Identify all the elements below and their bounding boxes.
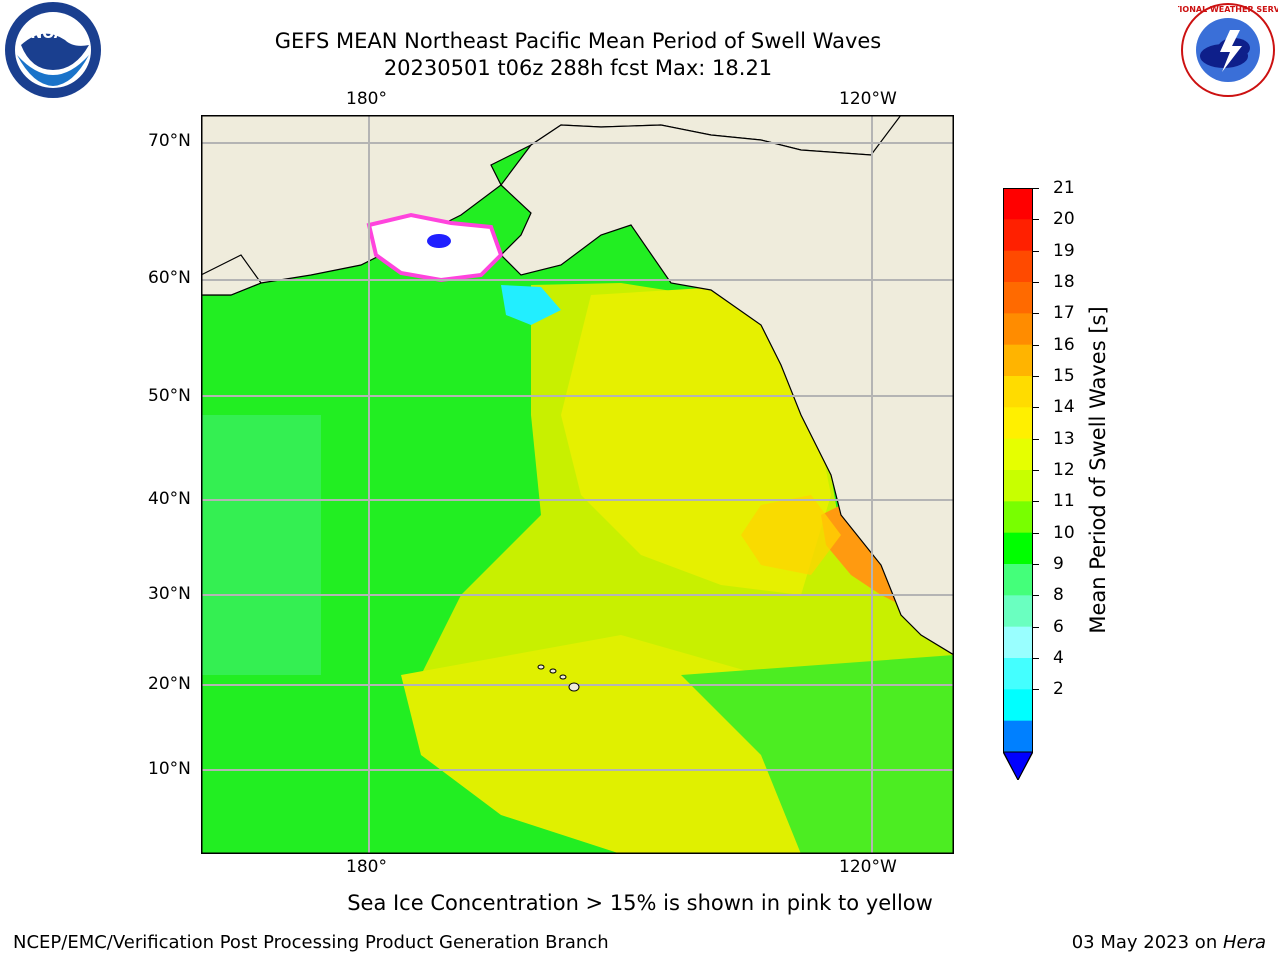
nws-logo-icon: NATIONAL WEATHER SERVICE	[1162, 0, 1280, 100]
bottom-lon-label: 180°	[346, 857, 387, 877]
lat-label: 30°N	[148, 584, 191, 604]
bottom-lon-label: 120°W	[839, 857, 897, 877]
lat-label: 20°N	[148, 674, 191, 694]
colorbar-swatch	[1003, 407, 1033, 440]
lat-label: 40°N	[148, 489, 191, 509]
top-lon-label: 180°	[346, 89, 387, 109]
colorbar-swatch	[1003, 282, 1033, 314]
map-frame	[201, 115, 954, 854]
colorbar-tick-label: 12	[1053, 460, 1075, 480]
colorbar-title: Mean Period of Swell Waves [s]	[1086, 306, 1110, 634]
colorbar-tick-label: 16	[1053, 334, 1075, 355]
colorbar-tick-label: 10	[1053, 522, 1075, 543]
colorbar-tick	[1033, 689, 1039, 691]
lat-label: 70°N	[148, 131, 191, 151]
footer-date-text: 03 May 2023 on	[1071, 932, 1223, 953]
hawaii-islands	[537, 664, 580, 692]
noaa-logo-icon: NOAA	[3, 0, 103, 100]
colorbar-swatch	[1003, 532, 1033, 565]
colorbar-swatch	[1003, 344, 1033, 377]
lat-label: 50°N	[148, 386, 191, 406]
colorbar-tick-label: 14	[1053, 397, 1075, 418]
nws-logo-text: NATIONAL WEATHER SERVICE	[1178, 5, 1278, 14]
colorbar-tick-label: 6	[1053, 616, 1064, 637]
footer-host: Hera	[1222, 932, 1266, 953]
colorbar-tick-label: 9	[1053, 554, 1064, 574]
colorbar-swatch	[1003, 720, 1033, 753]
ocean-area	[741, 495, 841, 575]
colorbar-swatch	[1003, 658, 1033, 690]
colorbar-swatch	[1003, 501, 1033, 534]
colorbar-swatch	[1003, 376, 1033, 408]
colorbar-tick	[1033, 250, 1039, 252]
ocean-area	[821, 505, 901, 605]
colorbar-tick-label: 17	[1053, 303, 1075, 324]
colorbar-tick	[1033, 282, 1039, 283]
colorbar-tick	[1033, 407, 1039, 409]
lat-label: 10°N	[148, 759, 191, 779]
colorbar-swatch	[1003, 595, 1033, 628]
land-area	[500, 114, 955, 657]
colorbar-tick-label: 4	[1053, 648, 1064, 668]
colorbar-swatch	[1003, 689, 1033, 722]
colorbar-tick	[1033, 188, 1039, 189]
colorbar-tick	[1033, 532, 1039, 534]
colorbar-swatch	[1003, 626, 1033, 659]
colorbar-tick-label: 18	[1053, 272, 1075, 292]
colorbar-tick	[1033, 470, 1039, 471]
colorbar-tick	[1033, 564, 1039, 565]
map-subtitle: 20230501 t06z 288h fcst Max: 18.21	[383, 56, 773, 80]
ocean-area	[681, 655, 954, 854]
swell-period-map	[200, 114, 955, 854]
sea-ice-note: Sea Ice Concentration > 15% is shown in …	[347, 891, 933, 915]
colorbar-tick-label: 11	[1053, 491, 1075, 512]
colorbar-swatch	[1003, 313, 1033, 346]
graticule	[201, 115, 954, 854]
colorbar-tick	[1033, 595, 1039, 597]
colorbar-extend	[1002, 751, 1034, 782]
colorbar-tick-label: 19	[1053, 240, 1075, 261]
colorbar-swatch	[1003, 219, 1033, 252]
lat-label: 60°N	[148, 268, 191, 288]
colorbar-tick	[1033, 658, 1039, 659]
colorbar-tick	[1033, 313, 1039, 315]
colorbar-frame	[1003, 188, 1033, 782]
colorbar-tick-label: 20	[1053, 209, 1075, 230]
footer-credit: NCEP/EMC/Verification Post Processing Pr…	[13, 932, 609, 953]
colorbar-swatch	[1003, 188, 1033, 220]
sea-ice-area	[427, 234, 451, 248]
colorbar-swatch	[1003, 564, 1033, 596]
colorbar-swatch	[1003, 250, 1033, 283]
map-title: GEFS MEAN Northeast Pacific Mean Period …	[274, 29, 882, 53]
noaa-logo-text: NOAA	[31, 26, 76, 42]
ocean-area	[201, 415, 321, 675]
colorbar-swatch	[1003, 470, 1033, 502]
colorbar-swatch	[1003, 438, 1033, 471]
colorbar-tick-label: 8	[1053, 585, 1064, 606]
sea-ice-area	[501, 285, 561, 325]
colorbar-tick	[1033, 344, 1039, 346]
colorbar-tick-label: 2	[1053, 679, 1064, 700]
colorbar-tick-label: 21	[1053, 178, 1075, 198]
colorbar-tick	[1033, 501, 1039, 503]
colorbar-tick	[1033, 376, 1039, 377]
colorbar-tick	[1033, 219, 1039, 221]
colorbar	[1002, 188, 1034, 782]
top-lon-label: 120°W	[839, 89, 897, 109]
colorbar-tick-label: 13	[1053, 428, 1075, 449]
footer-date: 03 May 2023 on Hera	[1072, 932, 1266, 953]
colorbar-tick	[1033, 438, 1039, 440]
colorbar-tick	[1033, 626, 1039, 628]
colorbar-tick-label: 15	[1053, 366, 1075, 386]
